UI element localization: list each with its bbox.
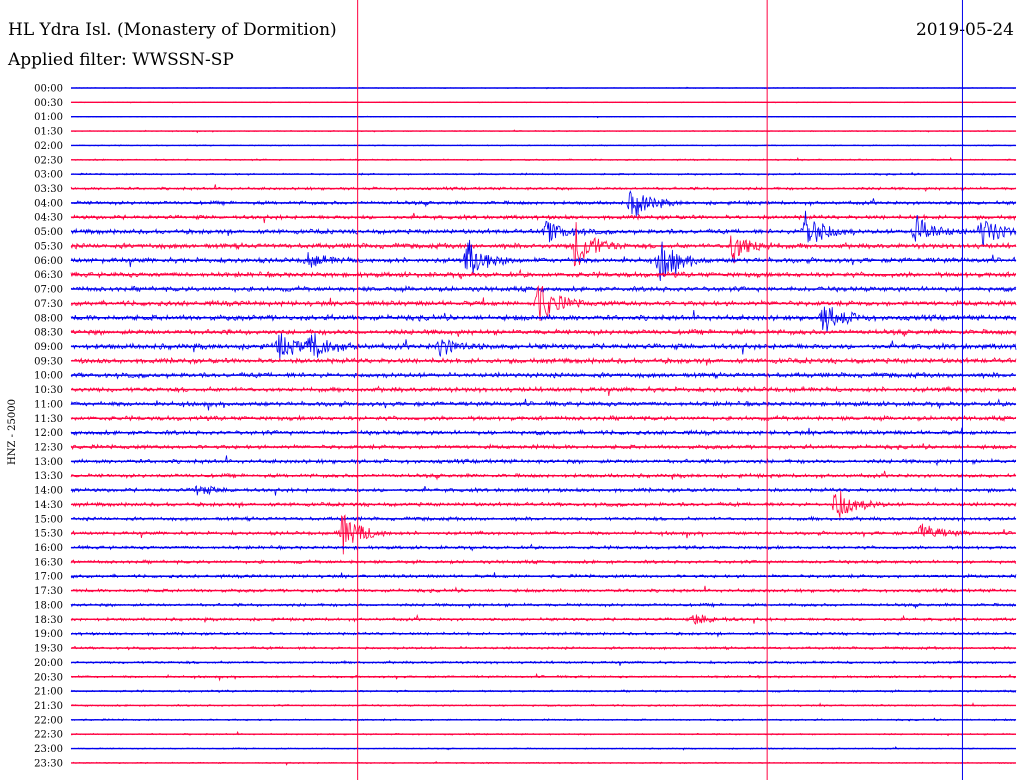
time-tick-label: 02:00: [34, 141, 63, 152]
time-tick-label: 16:30: [34, 557, 63, 568]
time-tick-labels: 00:00 00:30 01:00 01:30 02:00 02:30 03:00 03:30…: [34, 84, 63, 770]
time-tick-label: 00:00: [34, 84, 63, 95]
time-tick-label: 23:30: [34, 758, 63, 769]
time-tick-label: 18:30: [34, 615, 63, 626]
time-tick-label: 22:30: [34, 730, 63, 741]
time-tick-label: 17:00: [34, 572, 63, 583]
time-tick-label: 04:00: [34, 198, 63, 209]
time-tick-label: 15:30: [34, 529, 63, 540]
time-tick-label: 10:00: [34, 371, 63, 382]
time-tick-label: 21:00: [34, 687, 63, 698]
minute-marker-group: [357, 0, 963, 780]
seismic-trace-1700: [70, 572, 1017, 580]
seismic-trace-1430: [70, 490, 1017, 518]
seismic-trace-0430: [70, 212, 1017, 224]
seismic-trace-0930: [70, 356, 1017, 366]
time-tick-label: 18:00: [34, 600, 63, 611]
time-tick-label: 07:00: [34, 285, 63, 296]
time-tick-label: 15:00: [34, 514, 63, 525]
record-date: 2019-05-24: [915, 20, 1014, 40]
time-tick-label: 04:30: [34, 213, 63, 224]
time-tick-label: 00:30: [34, 98, 63, 109]
seismic-trace-1730: [70, 585, 1017, 594]
seismic-trace-0830: [70, 328, 1017, 337]
time-tick-label: 01:30: [34, 127, 63, 138]
time-tick-label: 19:00: [34, 629, 63, 640]
time-tick-label: 20:30: [34, 672, 63, 683]
seismic-trace-0330: [70, 184, 1017, 192]
time-tick-label: 20:00: [34, 658, 63, 669]
time-tick-label: 05:30: [34, 241, 63, 252]
time-tick-label: 08:00: [34, 313, 63, 324]
seismic-trace-0800: [70, 306, 1017, 333]
time-tick-label: 21:30: [34, 701, 63, 712]
time-tick-label: 09:00: [34, 342, 63, 353]
time-tick-label: 23:00: [34, 744, 63, 755]
time-tick-label: 22:00: [34, 715, 63, 726]
time-tick-label: 12:30: [34, 443, 63, 454]
seismic-trace-1200: [70, 427, 1017, 437]
time-tick-label: 10:30: [34, 385, 63, 396]
filter-label: Applied filter: WWSSN-SP: [8, 50, 234, 70]
time-tick-label: 12:00: [34, 428, 63, 439]
time-tick-label: 14:00: [34, 486, 63, 497]
seismic-trace-0400: [70, 190, 1017, 217]
time-tick-label: 05:00: [34, 227, 63, 238]
time-tick-label: 13:30: [34, 471, 63, 482]
time-tick-label: 01:00: [34, 112, 63, 123]
time-tick-label: 02:30: [34, 155, 63, 166]
time-tick-label: 11:00: [34, 399, 63, 410]
time-tick-label: 08:30: [34, 328, 63, 339]
seismic-trace-1400: [70, 485, 1017, 496]
seismic-trace-0530: [70, 222, 1017, 267]
time-tick-label: 09:30: [34, 356, 63, 367]
station-title: HL Ydra Isl. (Monastery of Dormition): [8, 20, 337, 40]
time-tick-label: 06:30: [34, 270, 63, 281]
time-tick-label: 13:00: [34, 457, 63, 468]
time-tick-label: 16:00: [34, 543, 63, 554]
seismic-trace-1300: [70, 455, 1017, 467]
time-tick-label: 19:30: [34, 644, 63, 655]
seismic-trace-1000: [70, 371, 1017, 380]
channel-label: HNZ - 25000: [7, 399, 18, 465]
time-tick-label: 07:30: [34, 299, 63, 310]
time-tick-label: 11:30: [34, 414, 63, 425]
time-tick-label: 14:30: [34, 500, 63, 511]
time-tick-label: 17:30: [34, 586, 63, 597]
seismic-trace-2000: [70, 659, 1017, 666]
time-tick-label: 06:00: [34, 256, 63, 267]
time-tick-label: 03:00: [34, 170, 63, 181]
trace-group: [70, 86, 1017, 766]
time-tick-label: 03:30: [34, 184, 63, 195]
seismic-trace-1030: [70, 385, 1017, 397]
